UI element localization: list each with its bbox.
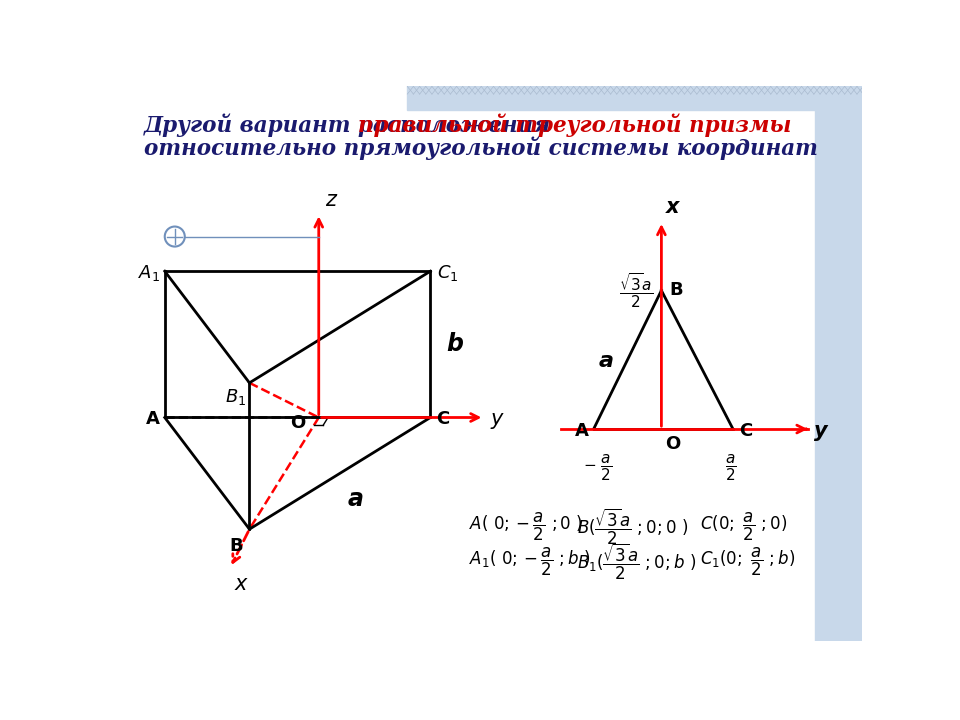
Text: a: a bbox=[599, 351, 613, 372]
Text: $A(\ 0;-\dfrac{a}{2}\ ;0\ )$: $A(\ 0;-\dfrac{a}{2}\ ;0\ )$ bbox=[468, 510, 583, 543]
Text: $C(0;\ \dfrac{a}{2}\ ;0)$: $C(0;\ \dfrac{a}{2}\ ;0)$ bbox=[700, 510, 787, 543]
Text: $C_1(0;\ \dfrac{a}{2}\ ;b)$: $C_1(0;\ \dfrac{a}{2}\ ;b)$ bbox=[700, 546, 795, 578]
Text: $-\ \dfrac{a}{2}$: $-\ \dfrac{a}{2}$ bbox=[583, 454, 612, 483]
Text: C: C bbox=[437, 410, 450, 428]
Text: Другой вариант расположения: Другой вариант расположения bbox=[144, 113, 559, 137]
Text: B: B bbox=[669, 282, 683, 300]
Text: O: O bbox=[290, 414, 305, 432]
Text: $C_1$: $C_1$ bbox=[437, 263, 458, 283]
Text: правильной треугольной призмы: правильной треугольной призмы bbox=[358, 113, 791, 137]
Bar bbox=[407, 86, 861, 109]
Text: $A_1(\ 0;-\dfrac{a}{2}\ ;b\ )$: $A_1(\ 0;-\dfrac{a}{2}\ ;b\ )$ bbox=[468, 546, 590, 578]
Text: y: y bbox=[491, 409, 503, 429]
Text: x: x bbox=[234, 574, 247, 594]
Text: z: z bbox=[324, 189, 336, 210]
Text: a: a bbox=[348, 487, 363, 510]
Text: $\dfrac{a}{2}$: $\dfrac{a}{2}$ bbox=[725, 454, 736, 483]
Text: O: O bbox=[665, 435, 681, 453]
Text: $B_1(\dfrac{\sqrt{3}a}{2}\ ;0;b\ )$: $B_1(\dfrac{\sqrt{3}a}{2}\ ;0;b\ )$ bbox=[577, 542, 696, 582]
Text: относительно прямоугольной системы координат: относительно прямоугольной системы коорд… bbox=[144, 137, 818, 160]
Bar bbox=[815, 109, 861, 641]
Text: b: b bbox=[445, 333, 463, 356]
Text: $A_1$: $A_1$ bbox=[138, 263, 160, 283]
Text: A: A bbox=[575, 422, 589, 440]
Text: $B(\dfrac{\sqrt{3}a}{2}\ ;0;0\ )$: $B(\dfrac{\sqrt{3}a}{2}\ ;0;0\ )$ bbox=[577, 507, 688, 547]
Text: B: B bbox=[229, 537, 243, 555]
Text: y: y bbox=[814, 420, 828, 441]
Text: $\dfrac{\sqrt{3}a}{2}$: $\dfrac{\sqrt{3}a}{2}$ bbox=[619, 271, 654, 310]
Text: C: C bbox=[739, 422, 753, 440]
Text: A: A bbox=[146, 410, 160, 428]
Text: $B_1$: $B_1$ bbox=[226, 387, 247, 408]
Text: x: x bbox=[666, 197, 680, 217]
